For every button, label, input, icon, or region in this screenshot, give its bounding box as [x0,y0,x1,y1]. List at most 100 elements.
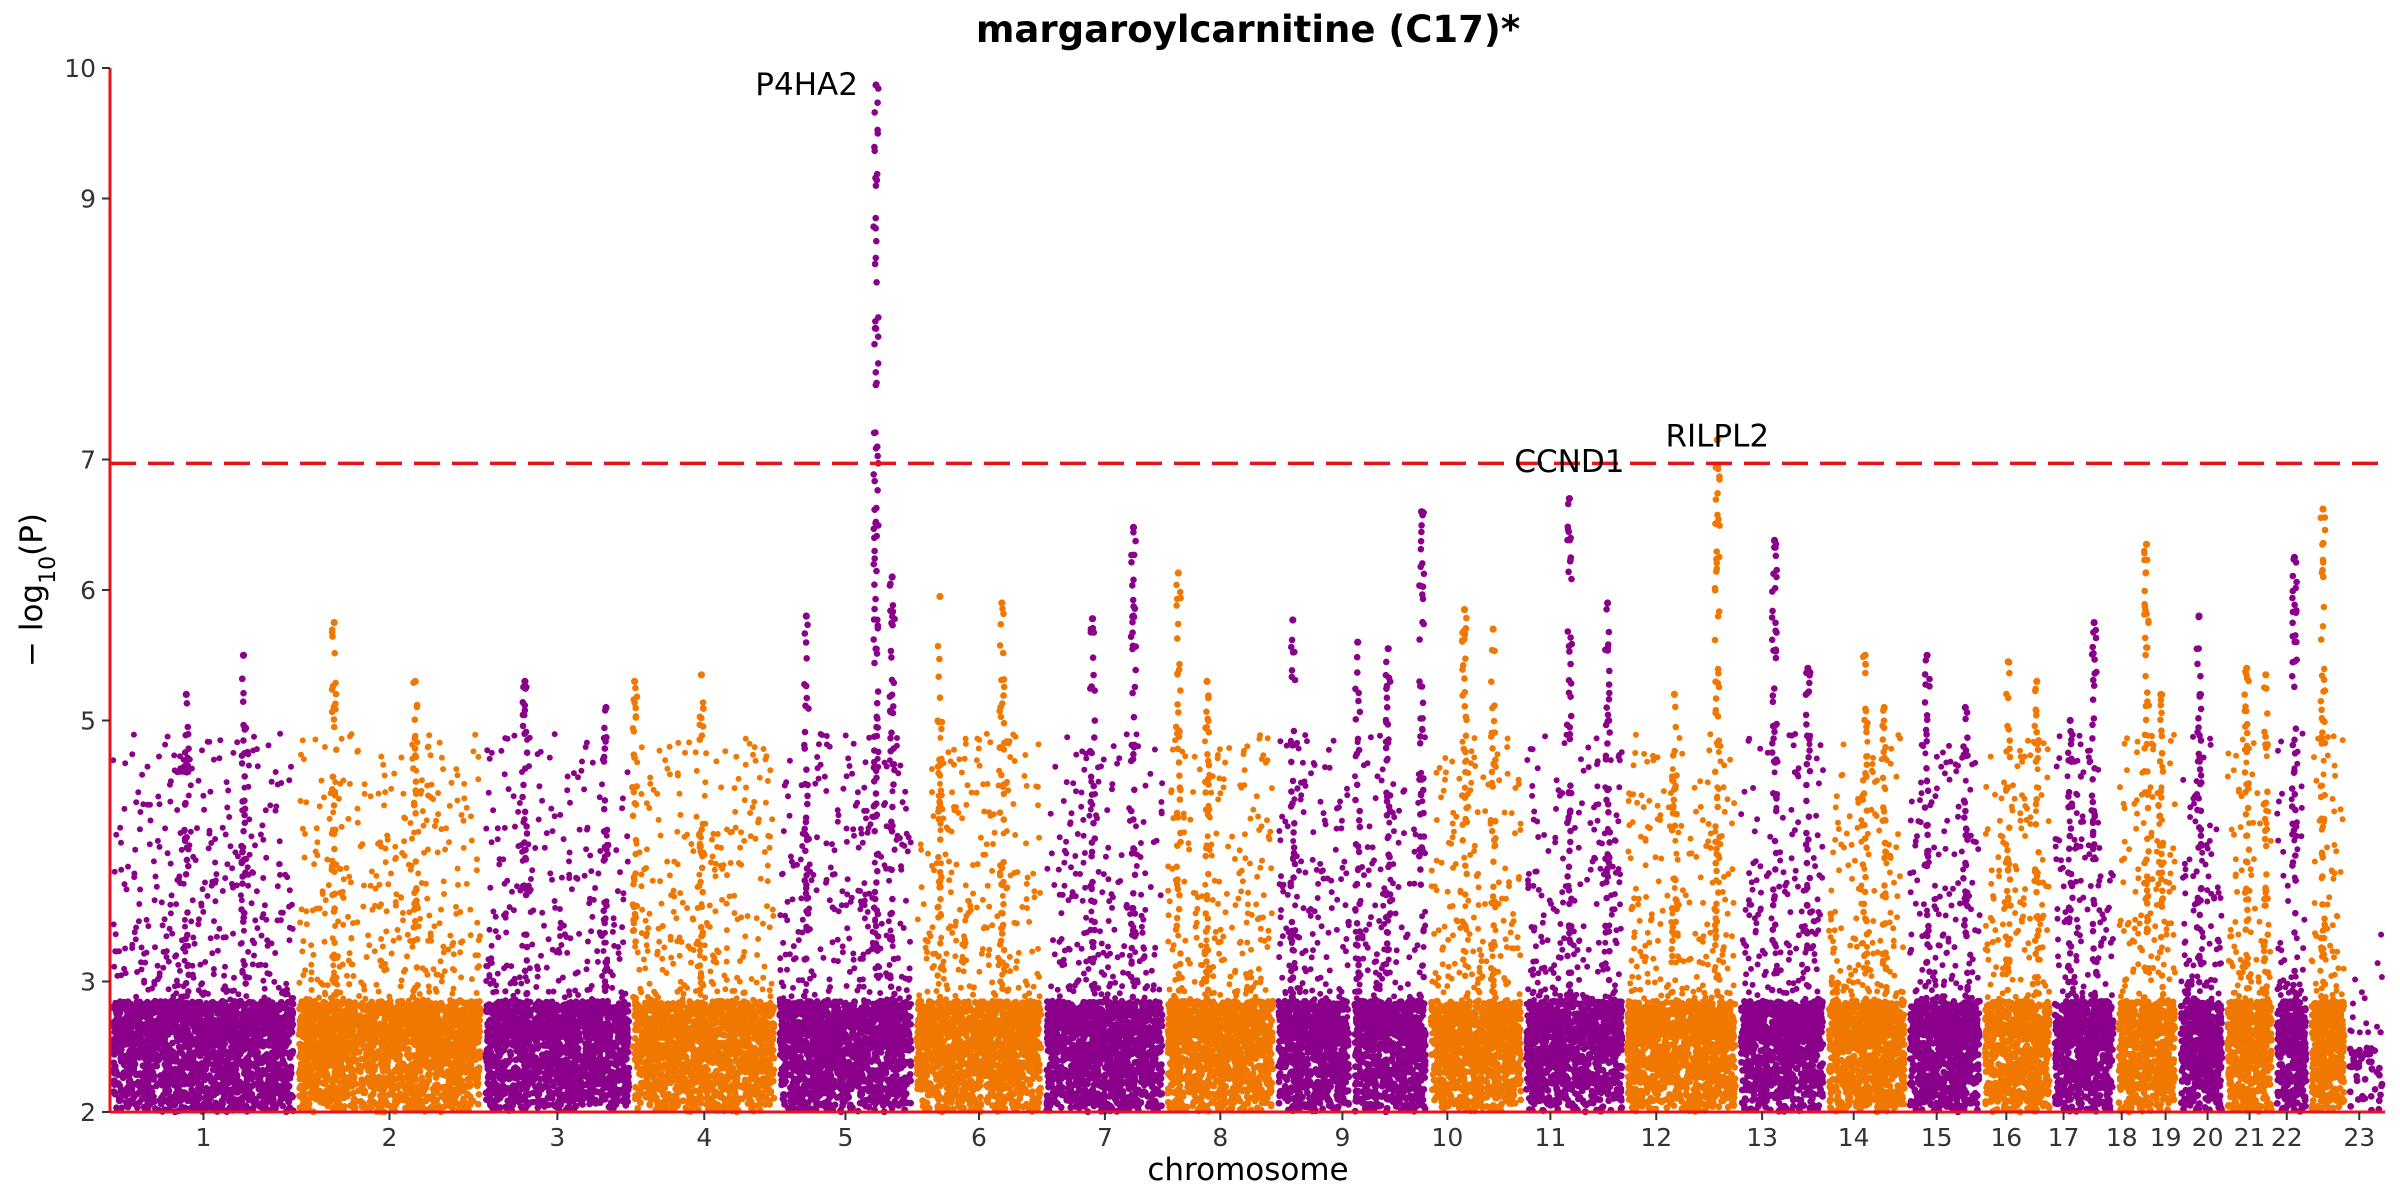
snp-point [261,1012,267,1018]
snp-point [319,778,325,784]
snp-point [322,990,328,996]
snp-point [182,800,189,807]
snp-point [453,766,459,772]
snp-point [366,942,372,948]
snp-point [196,916,202,922]
snp-point [177,968,183,974]
snp-point [392,844,398,850]
snp-point [125,864,131,870]
snp-point [195,1083,202,1090]
snp-point [317,803,323,809]
snp-point [155,976,161,982]
snp-point [144,917,150,923]
snp-point [151,1039,158,1046]
snp-point [461,845,467,851]
snp-point [298,752,304,758]
snp-point [375,841,381,847]
snp-point [437,740,443,746]
snp-point [210,1066,217,1073]
snp-point [371,1031,377,1037]
snp-point [276,861,282,867]
snp-point [468,813,474,819]
snp-point [333,991,340,998]
snp-point [351,1075,358,1082]
snp-point [129,942,135,948]
snp-point [395,1038,402,1045]
snp-point [332,792,339,799]
snp-point [459,812,465,818]
snp-point [458,974,464,980]
snp-point [354,1067,361,1074]
snp-point [412,810,419,817]
snp-point [410,1100,417,1107]
snp-point [391,938,397,944]
snp-point [316,995,322,1001]
snp-point [443,1028,449,1034]
snp-point [185,724,192,731]
snp-point [419,880,425,886]
snp-point [209,1076,216,1083]
snp-point [396,1006,402,1012]
snp-point [336,1048,343,1055]
snp-point [475,1101,482,1108]
snp-point [255,925,261,931]
snp-point [273,1050,280,1057]
snp-point [356,993,362,999]
snp-point [254,888,260,894]
snp-point [263,1018,269,1024]
snp-point [145,987,151,993]
snp-point [387,1002,394,1009]
snp-point [413,754,420,761]
snp-point [425,938,431,944]
snp-point [148,818,154,824]
snp-point [435,849,441,855]
snp-point [212,1052,219,1059]
snp-point [165,734,171,740]
snp-point [188,1086,195,1093]
snp-point [234,1055,241,1062]
snp-point [211,918,217,924]
snp-point [289,1010,296,1017]
snp-point [220,825,226,831]
snp-point [162,825,168,831]
snp-point [417,1100,424,1107]
snp-point [113,1068,120,1075]
snp-point [212,836,218,842]
snp-point [287,925,293,931]
snp-point [474,856,480,862]
snp-point [431,966,437,972]
snp-point [162,916,168,922]
snp-point [440,766,446,772]
snp-point [447,997,453,1003]
snp-point [470,748,476,754]
snp-point [308,942,314,948]
snp-point [351,1003,358,1010]
snp-point [208,935,214,941]
snp-point [149,1056,156,1063]
snp-point [239,676,246,683]
snp-point [182,943,189,950]
snp-point [147,1065,154,1072]
snp-point [310,952,316,958]
snp-point [376,791,382,797]
snp-point [346,981,352,987]
snp-point [333,1092,340,1099]
snp-point [259,933,265,939]
snp-point [182,924,188,930]
snp-point [362,996,368,1002]
snp-point [275,782,281,788]
snp-point [282,872,288,878]
snp-point [384,908,390,914]
snp-point [225,788,231,794]
snp-point [133,936,139,942]
snp-point [167,1002,173,1008]
snp-point [329,786,336,793]
snp-point [360,1100,367,1107]
snp-point [355,748,361,754]
snp-point [326,882,332,888]
snp-point [118,867,124,873]
snp-point [125,1091,132,1098]
snp-point [467,907,473,913]
snp-point [165,850,171,856]
snp-point [222,983,228,989]
